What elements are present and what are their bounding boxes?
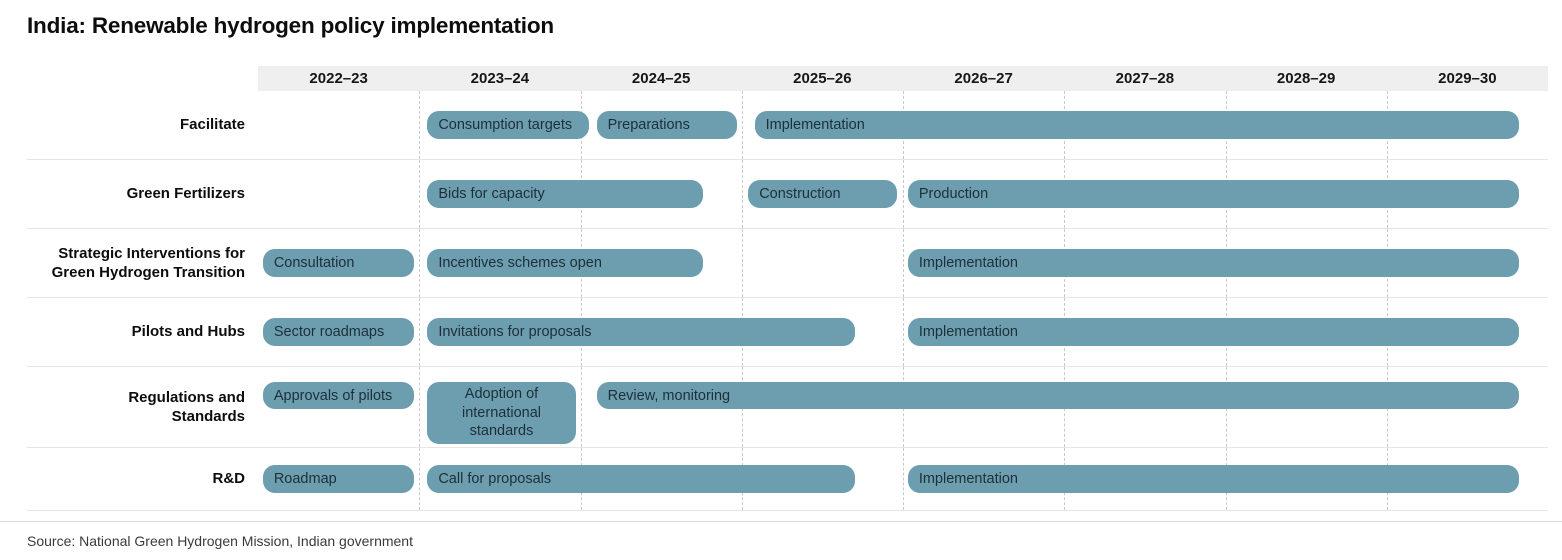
gantt-bar: Production [907,180,1519,208]
gantt-bar: Review, monitoring [596,382,1519,409]
year-label: 2029–30 [1438,70,1497,87]
gridline [419,91,421,159]
row-label: Pilots and Hubs [131,323,245,341]
row-track: Bids for capacity Construction Production [258,160,1548,228]
row-label: Green Fertilizers [126,185,245,203]
gantt-bar: Implementation [907,465,1519,493]
bar-label: Production [918,186,989,202]
gridline [419,298,421,366]
chart-rows: Facilitate Consumption targets Preparation… [27,91,1548,511]
bar-label: Adoption of international standards [461,385,541,440]
year-header: 2022–23 2023–24 2024–25 2025–26 2026–27 2027–… [258,66,1548,91]
gantt-bar: Incentives schemes open [427,249,704,277]
bar-label: Consumption targets [438,117,573,133]
gridline [419,367,421,447]
gantt-bar: Preparations [596,111,737,139]
row-track: Approvals of pilots Adoption of internati… [258,367,1548,447]
source-divider: Source: National Green Hydrogen Mission,… [0,521,1562,549]
gantt-bar: Approvals of pilots [262,382,415,409]
gridline [419,448,421,510]
timeline-chart: 2022–23 2023–24 2024–25 2025–26 2026–27 2027–… [27,66,1548,511]
bar-label: Implementation [765,117,865,133]
row-track: Sector roadmaps Invitations for proposals… [258,298,1548,366]
gridline [419,160,421,228]
gantt-row: Facilitate Consumption targets Preparation… [27,91,1548,160]
page-title: India: Renewable hydrogen policy impleme… [27,13,554,38]
bar-label: Incentives schemes open [438,255,602,271]
row-track: Consultation Incentives schemes open Imple… [258,229,1548,297]
gantt-bar: Call for proposals [427,465,855,493]
row-label: R&D [212,470,246,488]
bar-label: Sector roadmaps [273,324,385,340]
bar-label: Call for proposals [438,471,552,487]
gridline [741,91,743,159]
bar-label: Bids for capacity [438,186,545,202]
gantt-bar: Implementation [907,318,1519,346]
year-label: 2024–25 [631,70,691,87]
bar-label: Roadmap [273,471,337,487]
gantt-bar: Implementation [754,111,1519,139]
gantt-bar: Adoption of international standards [427,382,576,444]
bar-label: Invitations for proposals [438,324,592,340]
source-text: Source: National Green Hydrogen Mission,… [27,533,413,549]
gridline [903,298,904,366]
gantt-bar: Consultation [262,249,415,277]
gantt-bar: Roadmap [262,465,415,493]
year-label: 2022–23 [309,70,368,87]
year-label: 2025–26 [793,70,852,87]
year-label: 2028–29 [1276,70,1336,87]
row-track: Roadmap Call for proposals Implementation [258,448,1548,510]
row-track: Consumption targets Preparations Implement… [258,91,1548,159]
gridline [741,229,743,297]
bar-label: Review, monitoring [607,387,731,404]
gantt-bar: Construction [748,180,897,208]
bar-label: Implementation [918,471,1018,487]
bar-label: Preparations [607,117,690,133]
gridline [580,367,582,447]
gantt-row: R&D Roadmap Call for proposals Implementati… [27,448,1548,511]
gantt-bar: Invitations for proposals [427,318,855,346]
gantt-bar: Bids for capacity [427,180,704,208]
year-label: 2023–24 [470,70,530,87]
gantt-row: Pilots and Hubs Sector roadmaps Invitation… [27,298,1548,367]
gridline [741,160,743,228]
gantt-bar: Sector roadmaps [262,318,415,346]
gantt-bar: Consumption targets [427,111,589,139]
year-label: 2026–27 [954,70,1013,87]
row-label: Facilitate [179,116,245,134]
gridline [903,229,904,297]
row-label: Regulations and Standards [128,388,245,426]
year-label: 2027–28 [1115,70,1175,87]
gridline [903,160,904,228]
bar-label: Implementation [918,324,1018,340]
bar-label: Consultation [273,255,355,271]
bar-label: Approvals of pilots [273,387,393,404]
bar-label: Implementation [918,255,1018,271]
gridline [903,448,904,510]
gantt-row: Green Fertilizers Bids for capacity Constr… [27,160,1548,229]
bar-label: Construction [759,186,841,202]
row-label: Strategic Interventions for Green Hydrog… [51,244,245,282]
gridline [419,229,421,297]
gantt-bar: Implementation [907,249,1519,277]
gantt-row: Strategic Interventions for Green Hydrog… [27,229,1548,298]
gantt-row: Regulations and Standards Approvals of pi… [27,367,1548,448]
